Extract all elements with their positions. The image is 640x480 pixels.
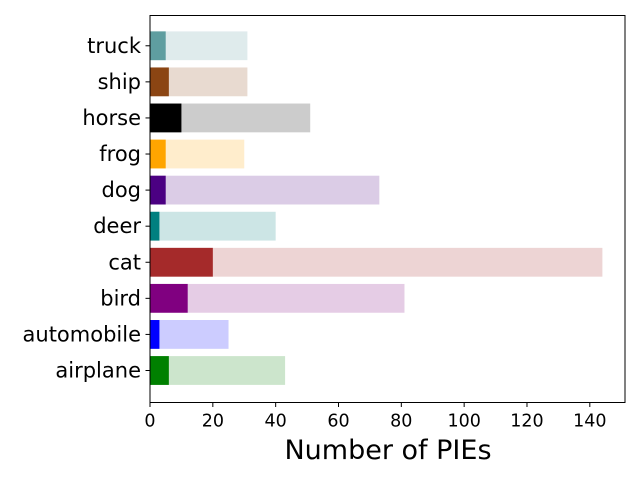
x-axis-label: Number of PIEs [284,435,491,466]
x-tick-label: 60 [327,412,349,432]
bar-pie-dog [150,175,166,205]
y-tick-label-airplane: airplane [55,359,141,383]
plot-frame [149,15,626,403]
bar-pie-horse [150,103,182,133]
bar-total-cat [150,247,603,277]
x-tick-label: 20 [202,412,224,432]
bar-total-automobile [150,320,229,349]
y-tick-label-truck: truck [87,34,142,58]
bar-pie-frog [150,139,166,169]
y-tick-label-automobile: automobile [23,322,141,346]
y-tick-label-deer: deer [93,214,141,238]
bar-total-airplane [150,356,286,385]
x-tick-label: 100 [447,412,480,432]
y-tick-label-cat: cat [108,250,141,274]
y-axis: airplane automobile bird cat deer dog frog hors… [23,34,150,383]
bar-pie-airplane [150,356,169,385]
x-tick-label: 140 [573,412,606,432]
foreground-bars [150,31,213,385]
bar-pie-truck [150,31,166,61]
bar-total-deer [150,211,276,241]
y-tick-label-dog: dog [101,178,141,202]
y-tick-label-horse: horse [82,106,141,130]
bar-total-bird [150,283,405,313]
bar-pie-deer [150,211,160,241]
bar-pie-automobile [150,320,160,349]
bar-pie-ship [150,67,169,97]
bar-total-dog [150,175,380,205]
y-tick-label-ship: ship [98,70,141,94]
bar-pie-bird [150,283,188,313]
background-bars [150,31,603,385]
x-axis: 0 20 40 60 80 100 120 140 [144,402,607,432]
x-tick-label: 120 [510,412,543,432]
bar-pie-cat [150,247,213,277]
y-tick-label-bird: bird [100,286,141,310]
x-tick-label: 0 [144,412,155,432]
x-tick-label: 40 [265,412,287,432]
x-tick-label: 80 [390,412,412,432]
bar-total-truck [150,31,248,61]
y-tick-label-frog: frog [99,142,141,166]
